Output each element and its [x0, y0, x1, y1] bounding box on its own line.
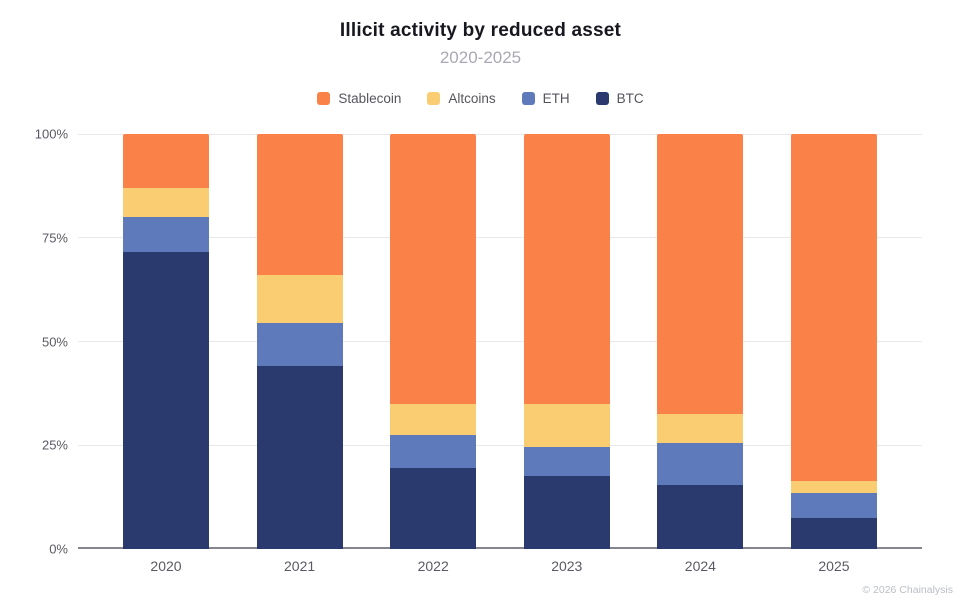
gridline: [78, 237, 922, 239]
bar-segment-btc-2025[interactable]: [790, 517, 877, 549]
x-axis-label-2022: 2022: [417, 558, 449, 574]
bar-segment-altcoins-2024[interactable]: [657, 414, 744, 444]
chart-title: Illicit activity by reduced asset: [339, 20, 622, 41]
bar-segment-altcoins-2025[interactable]: [790, 480, 877, 493]
bar-segment-stablecoin-2025[interactable]: [790, 134, 877, 481]
bar-segment-altcoins-2020[interactable]: [123, 187, 209, 218]
bar-2020: [123, 134, 209, 549]
x-axis-label-2023: 2023: [551, 558, 583, 574]
x-axis-label-2025: 2025: [818, 558, 850, 574]
bar-segment-altcoins-2022[interactable]: [390, 403, 477, 435]
gridline: [78, 341, 922, 342]
bar-segment-eth-2025[interactable]: [790, 492, 877, 518]
legend-item-stablecoin[interactable]: Stablecoin: [317, 91, 401, 106]
legend-swatch-btc: [595, 92, 609, 105]
bar-segment-stablecoin-2024[interactable]: [657, 134, 744, 415]
bar-segment-btc-2020[interactable]: [123, 252, 209, 549]
y-axis-tick-label: 50%: [41, 334, 68, 349]
bar-2021: [256, 134, 343, 549]
x-axis-label-2021: 2021: [284, 558, 316, 574]
bar-segment-eth-2023[interactable]: [523, 447, 610, 477]
legend-item-btc[interactable]: BTC: [595, 91, 644, 106]
legend: Stablecoin Altcoins ETH BTC: [0, 91, 961, 106]
bar-2022: [390, 134, 477, 549]
bar-segment-btc-2023[interactable]: [523, 476, 610, 549]
bar-segment-eth-2021[interactable]: [256, 322, 343, 367]
copyright-note: © 2026 Chainalysis: [862, 584, 953, 596]
bar-segment-stablecoin-2021[interactable]: [256, 134, 343, 276]
legend-swatch-eth: [521, 92, 535, 105]
bar-segment-eth-2020[interactable]: [123, 217, 209, 253]
bars-layer: [78, 134, 922, 549]
chart-subtitle: 2020-2025: [439, 48, 522, 67]
plot-area: 0% 25% 50% 75% 100% 2020 2021 2022 2023 2024 2025: [35, 127, 922, 574]
legend-item-altcoins[interactable]: Altcoins: [427, 91, 496, 106]
bar-segment-stablecoin-2020[interactable]: [123, 134, 209, 188]
y-axis-tick-label: 0%: [49, 541, 68, 557]
y-axis-tick-label: 25%: [41, 437, 68, 453]
y-axis-tick-label: 75%: [41, 230, 68, 246]
x-axis-line: [78, 547, 922, 549]
bar-2024: [657, 134, 744, 549]
gridline: [78, 444, 922, 446]
legend-label: Altcoins: [448, 91, 496, 106]
bar-segment-altcoins-2023[interactable]: [523, 403, 610, 448]
legend-label: Stablecoin: [338, 91, 402, 106]
bar-segment-btc-2021[interactable]: [256, 366, 343, 549]
gridline: [78, 133, 922, 135]
bar-segment-btc-2024[interactable]: [657, 484, 744, 549]
x-axis-label-2020: 2020: [150, 558, 182, 574]
legend-swatch-stablecoin: [317, 92, 331, 105]
legend-swatch-altcoins: [427, 92, 441, 105]
x-axis-label-2024: 2024: [684, 558, 716, 574]
bar-segment-eth-2022[interactable]: [390, 434, 477, 469]
legend-label: BTC: [616, 91, 644, 106]
bar-segment-altcoins-2021[interactable]: [256, 275, 343, 323]
legend-item-eth[interactable]: ETH: [521, 91, 570, 106]
bar-2023: [523, 134, 610, 549]
bar-segment-stablecoin-2023[interactable]: [523, 134, 610, 404]
bar-segment-stablecoin-2022[interactable]: [390, 134, 477, 404]
bar-2025: [790, 134, 877, 549]
bar-segment-eth-2024[interactable]: [657, 443, 744, 485]
legend-label: ETH: [542, 91, 570, 106]
y-axis-tick-label: 100%: [34, 126, 68, 142]
bar-segment-btc-2022[interactable]: [390, 468, 477, 549]
x-axis: 2020 2021 2022 2023 2024 2025: [78, 558, 922, 574]
